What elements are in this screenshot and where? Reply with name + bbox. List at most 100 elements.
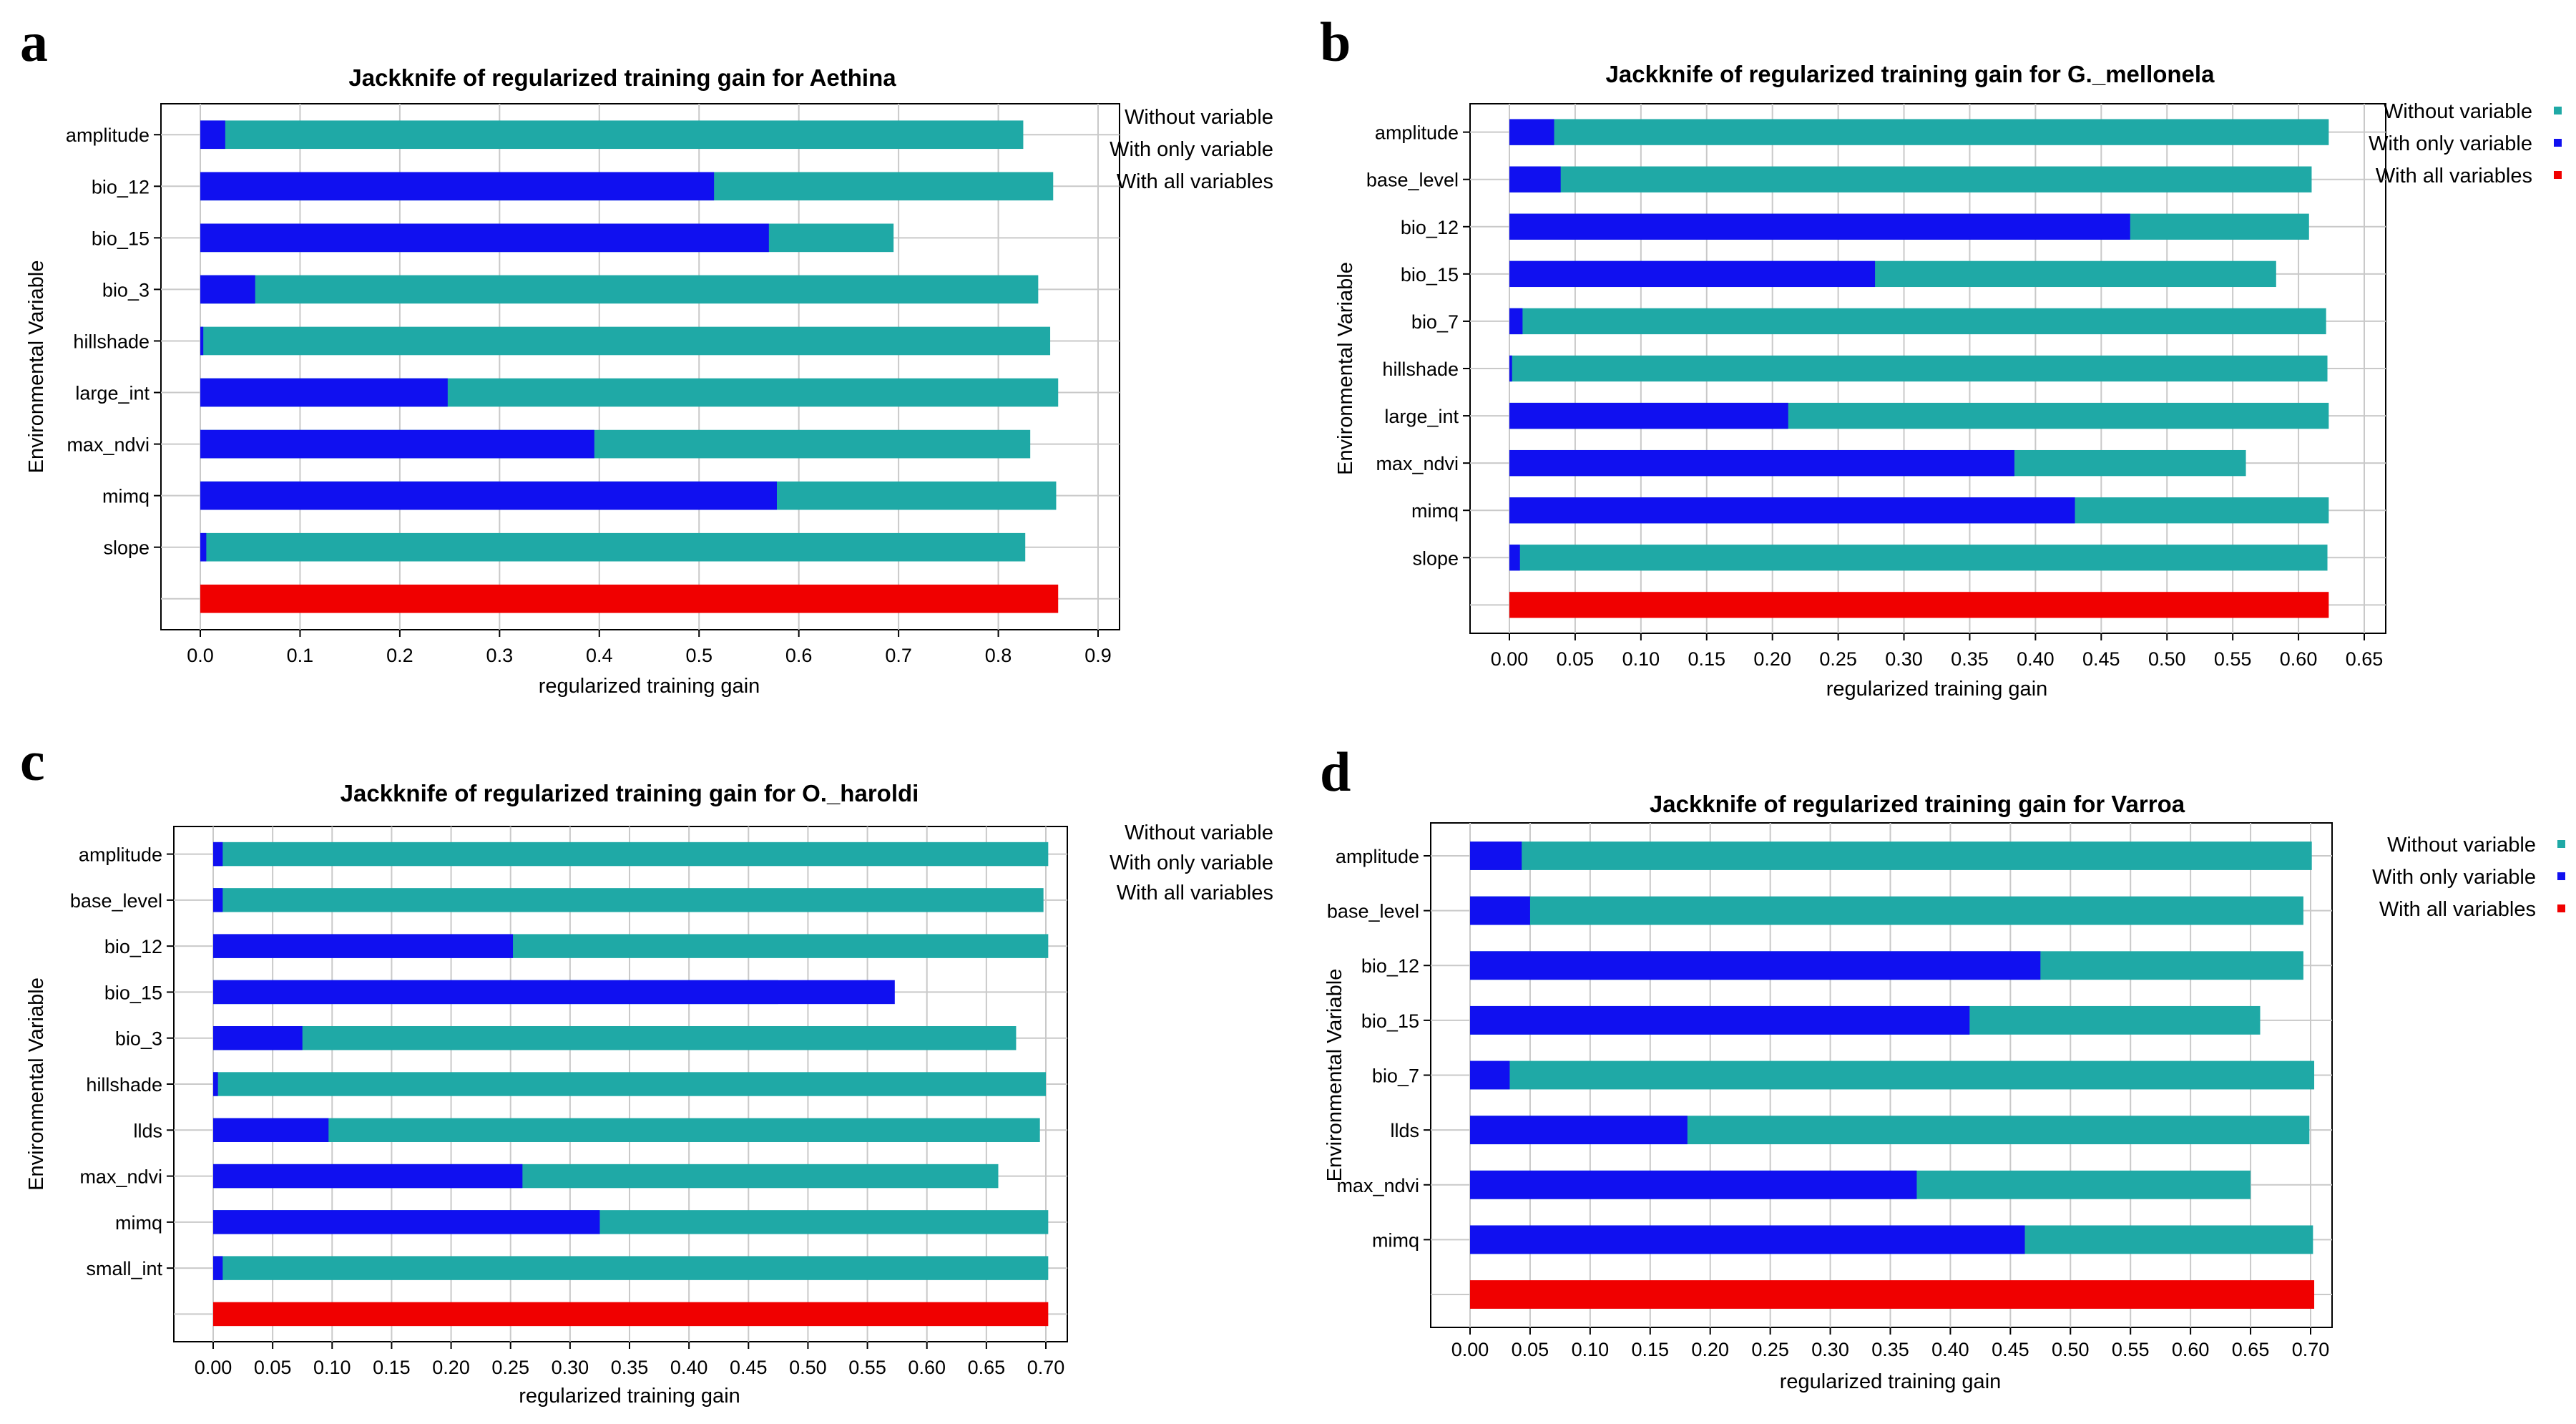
chart-svg-a: a Jackknife of regularized training gain … bbox=[20, 11, 1273, 698]
legend-swatch bbox=[2554, 171, 2562, 179]
legend-label: With all variables bbox=[1117, 170, 1273, 193]
bar-with-only-variable bbox=[213, 1256, 223, 1280]
bar-with-only-variable bbox=[1509, 402, 1788, 429]
x-axis-title: regularized training gain bbox=[519, 1385, 740, 1408]
bar-with-only-variable bbox=[1470, 1116, 1688, 1145]
x-tick-label: 0.00 bbox=[1451, 1339, 1489, 1360]
bar-without-variable bbox=[1509, 166, 2312, 192]
x-tick-label: 0.25 bbox=[491, 1357, 529, 1378]
y-tick-label: hillshade bbox=[73, 331, 150, 352]
panel-letter: b bbox=[1320, 11, 1351, 73]
x-tick-label: 0.10 bbox=[313, 1357, 351, 1378]
x-tick-label: 0.9 bbox=[1084, 645, 1112, 666]
chart-panel-b: b Jackknife of regularized training gain … bbox=[1288, 0, 2575, 712]
bar-with-only-variable bbox=[200, 378, 448, 407]
bar-without-variable bbox=[200, 326, 1051, 356]
bar-with-only-variable bbox=[200, 532, 207, 562]
chart-title: Jackknife of regularized training gain f… bbox=[348, 64, 896, 91]
y-tick-label: llds bbox=[133, 1120, 162, 1141]
bar-with-only-variable bbox=[213, 934, 514, 958]
y-tick-label: llds bbox=[1390, 1120, 1419, 1141]
bar-without-variable bbox=[200, 532, 1026, 562]
y-tick-label: bio_15 bbox=[1361, 1010, 1419, 1032]
y-tick-label: slope bbox=[1412, 547, 1459, 569]
x-tick-label: 0.20 bbox=[1753, 648, 1791, 670]
x-tick-label: 0.5 bbox=[685, 645, 712, 666]
y-tick-label: large_int bbox=[75, 383, 150, 404]
bar-with-only-variable bbox=[200, 481, 777, 510]
chart-svg-b: b Jackknife of regularized training gain … bbox=[1320, 11, 2562, 701]
x-tick-label: 0.60 bbox=[908, 1357, 946, 1378]
bar-with-only-variable bbox=[1509, 355, 1512, 382]
x-axis-title: regularized training gain bbox=[539, 675, 760, 698]
bar-with-only-variable bbox=[1470, 896, 1530, 925]
bar-with-only-variable bbox=[1509, 497, 2075, 524]
x-tick-label: 0.45 bbox=[730, 1357, 768, 1378]
bar-with-only-variable bbox=[213, 1210, 600, 1234]
bar-without-variable bbox=[1509, 119, 2329, 145]
bar-without-variable bbox=[200, 120, 1024, 150]
x-tick-label: 0.05 bbox=[1557, 648, 1595, 670]
bar-without-variable bbox=[200, 275, 1039, 304]
y-axis-title: Environmental Variable bbox=[25, 260, 48, 474]
legend-swatch bbox=[2557, 872, 2565, 880]
x-tick-label: 0.20 bbox=[432, 1357, 470, 1378]
x-tick-label: 0.2 bbox=[386, 645, 413, 666]
x-tick-label: 0.15 bbox=[373, 1357, 411, 1378]
x-tick-label: 0.10 bbox=[1622, 648, 1660, 670]
y-tick-label: small_int bbox=[86, 1258, 162, 1279]
legend-swatch bbox=[2554, 107, 2562, 114]
legend-label: Without variable bbox=[1125, 106, 1273, 129]
legend-label: With all variables bbox=[1117, 882, 1273, 904]
x-tick-label: 0.40 bbox=[2017, 648, 2055, 670]
bar-with-only-variable bbox=[1509, 260, 1876, 288]
bar-without-variable bbox=[213, 888, 1044, 912]
bar-with-only-variable bbox=[200, 275, 255, 304]
x-tick-label: 0.35 bbox=[1871, 1339, 1909, 1360]
legend-swatch bbox=[2557, 904, 2565, 912]
bar-with-all-variables bbox=[213, 1302, 1049, 1327]
y-axis-title: Environmental Variable bbox=[1323, 969, 1346, 1182]
bar-with-all-variables bbox=[200, 584, 1059, 613]
x-tick-label: 0.55 bbox=[2112, 1339, 2150, 1360]
panel-letter: d bbox=[1320, 741, 1351, 803]
y-tick-label: base_level bbox=[70, 890, 162, 912]
x-tick-label: 0.6 bbox=[785, 645, 813, 666]
x-tick-label: 0.15 bbox=[1632, 1339, 1670, 1360]
y-tick-label: max_ndvi bbox=[67, 434, 150, 456]
bar-with-only-variable bbox=[1470, 1060, 1510, 1090]
x-tick-label: 0.65 bbox=[968, 1357, 1006, 1378]
legend-label: Without variable bbox=[1125, 821, 1273, 844]
x-tick-label: 0.65 bbox=[2346, 648, 2384, 670]
bar-without-variable bbox=[213, 1072, 1046, 1096]
x-tick-label: 0.55 bbox=[2214, 648, 2252, 670]
bar-without-variable bbox=[213, 1118, 1040, 1142]
x-tick-label: 0.25 bbox=[1819, 648, 1857, 670]
panel-letter: c bbox=[20, 730, 45, 792]
bar-with-only-variable bbox=[213, 888, 223, 912]
y-tick-label: bio_15 bbox=[104, 982, 162, 1003]
legend-label: With all variables bbox=[2376, 165, 2532, 187]
y-tick-label: mimq bbox=[1372, 1229, 1419, 1251]
chart-panel-c: c Jackknife of regularized training gain … bbox=[0, 712, 1288, 1424]
chart-svg-c: c Jackknife of regularized training gain … bbox=[20, 730, 1273, 1408]
bar-with-only-variable bbox=[1470, 1005, 1970, 1035]
x-tick-label: 0.30 bbox=[1885, 648, 1923, 670]
y-tick-label: bio_3 bbox=[102, 279, 150, 301]
bar-with-only-variable bbox=[1509, 213, 2130, 240]
y-tick-label: mimq bbox=[102, 486, 150, 507]
x-tick-label: 0.20 bbox=[1691, 1339, 1729, 1360]
x-tick-label: 0.40 bbox=[670, 1357, 708, 1378]
bar-with-only-variable bbox=[1509, 119, 1554, 145]
x-tick-label: 0.3 bbox=[486, 645, 514, 666]
y-tick-label: base_level bbox=[1366, 170, 1459, 191]
y-tick-label: amplitude bbox=[66, 125, 150, 146]
bar-with-only-variable bbox=[213, 842, 223, 867]
bar-with-only-variable bbox=[200, 172, 715, 201]
chart-svg-d: d Jackknife of regularized training gain … bbox=[1320, 741, 2565, 1393]
bar-with-only-variable bbox=[200, 120, 225, 150]
bar-without-variable bbox=[1470, 842, 2312, 870]
bar-without-variable bbox=[213, 1256, 1049, 1280]
y-tick-label: mimq bbox=[1411, 500, 1459, 522]
x-tick-label: 0.50 bbox=[2148, 648, 2186, 670]
